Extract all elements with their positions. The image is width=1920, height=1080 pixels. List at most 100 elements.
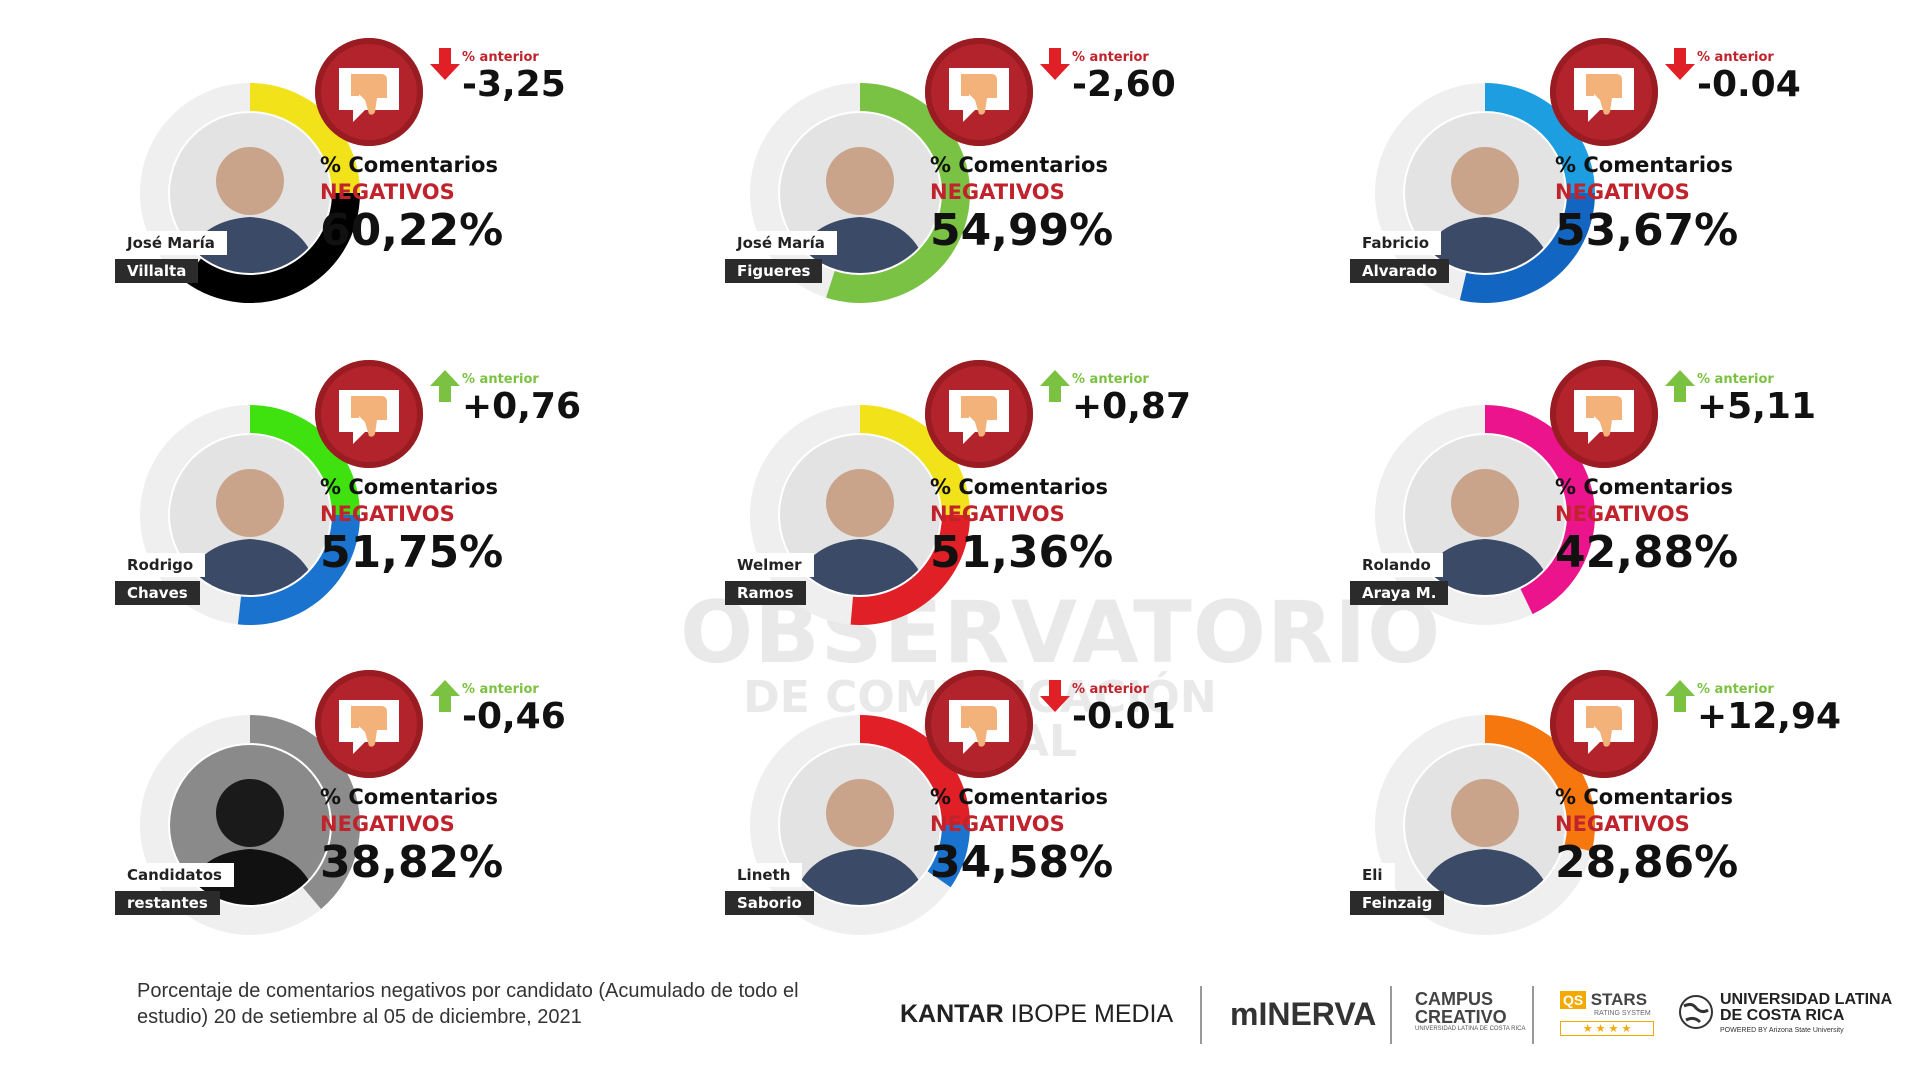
metric-label-negative: NEGATIVOS	[320, 812, 455, 836]
campus-creativo-logo: CAMPUS CREATIVO UNIVERSIDAD LATINA DE CO…	[1415, 989, 1526, 1032]
person-silhouette-icon	[181, 469, 319, 595]
thumbs-down-icon	[339, 68, 399, 122]
candidate-card: José María Figueres % anterior -2,60 % Comen…	[725, 38, 1265, 303]
arrow-up-icon	[430, 370, 460, 402]
percent-value: 38,82%	[320, 837, 504, 888]
thumbs-down-badge	[315, 360, 423, 468]
thumbs-down-icon	[1574, 390, 1634, 444]
candidate-photo	[1405, 113, 1565, 273]
donut-segment	[850, 515, 970, 625]
candidate-photo	[780, 113, 940, 273]
candidate-card: Lineth Saborio % anterior -0.01 % Comentario…	[725, 670, 1265, 935]
donut-ring	[750, 405, 970, 625]
thumbs-down-badge	[315, 38, 423, 146]
arrow-up-icon	[1665, 680, 1695, 712]
donut-ring	[750, 715, 970, 935]
metric-label-negative: NEGATIVOS	[930, 812, 1065, 836]
change-value: +5,11	[1697, 386, 1816, 427]
candidate-last-name: Chaves	[115, 581, 200, 605]
metric-label: % Comentarios	[320, 785, 498, 809]
candidate-photo	[1405, 745, 1565, 905]
previous-change-label: % anterior	[1697, 682, 1774, 697]
candidate-photo	[780, 435, 940, 595]
thumbs-down-icon	[339, 390, 399, 444]
candidate-first-name: Fabricio	[1350, 231, 1442, 255]
change-value: -0.04	[1697, 64, 1801, 105]
candidate-first-name: José María	[725, 231, 837, 255]
percent-value: 34,58%	[930, 837, 1114, 888]
metric-label-negative: NEGATIVOS	[1555, 180, 1690, 204]
thumbs-down-badge	[925, 38, 1033, 146]
change-value: -0.01	[1072, 696, 1176, 737]
thumbs-down-badge	[315, 670, 423, 778]
arrow-down-icon	[430, 48, 460, 80]
previous-change-label: % anterior	[1697, 372, 1774, 387]
donut-segment	[1485, 715, 1595, 852]
thumbs-down-icon	[949, 68, 1009, 122]
donut-segment	[927, 825, 970, 888]
donut-segment	[250, 405, 360, 515]
thumbs-down-badge	[1550, 38, 1658, 146]
previous-change-label: % anterior	[462, 372, 539, 387]
change-value: -2,60	[1072, 64, 1176, 105]
donut-ring	[1375, 405, 1595, 625]
thumbs-down-icon	[1574, 68, 1634, 122]
candidate-first-name: Welmer	[725, 553, 814, 577]
donut-segment	[1485, 405, 1595, 615]
candidate-card: Fabricio Alvarado % anterior -0.04 % Comenta…	[1350, 38, 1890, 303]
donut-segment	[1459, 193, 1595, 303]
change-value: +0,87	[1072, 386, 1191, 427]
candidate-first-name: Rodrigo	[115, 553, 206, 577]
person-silhouette-icon	[791, 779, 929, 905]
minerva-logo: mINERVA	[1230, 996, 1377, 1032]
metric-label: % Comentarios	[1555, 785, 1733, 809]
candidate-first-name: Candidatos	[115, 863, 234, 887]
candidate-last-name: Villalta	[115, 259, 199, 283]
change-value: -0,46	[462, 696, 566, 737]
person-silhouette-icon	[1416, 469, 1554, 595]
candidate-card: Rolando Araya M. % anterior +5,11 % Comentar…	[1350, 360, 1890, 625]
metric-label-negative: NEGATIVOS	[930, 502, 1065, 526]
candidate-last-name: Araya M.	[1350, 581, 1449, 605]
metric-label: % Comentarios	[1555, 153, 1733, 177]
percent-value: 51,75%	[320, 527, 504, 578]
metric-label-negative: NEGATIVOS	[320, 180, 455, 204]
chart-caption: Porcentaje de comentarios negativos por …	[137, 980, 799, 1028]
thumbs-down-icon	[949, 700, 1009, 754]
arrow-down-icon	[1040, 680, 1070, 712]
globe-icon	[1679, 995, 1713, 1029]
donut-segment	[184, 193, 360, 303]
previous-change-label: % anterior	[462, 50, 539, 65]
change-value: +0,76	[462, 386, 581, 427]
metric-label: % Comentarios	[320, 153, 498, 177]
change-value: +12,94	[1697, 696, 1842, 737]
donut-ring	[1375, 715, 1595, 935]
donut-segment	[860, 715, 970, 825]
donut-ring	[1375, 83, 1595, 303]
thumbs-down-icon	[1574, 700, 1634, 754]
person-silhouette-icon	[791, 469, 929, 595]
person-silhouette-icon	[1416, 779, 1554, 905]
previous-change-label: % anterior	[462, 682, 539, 697]
percent-value: 28,86%	[1555, 837, 1739, 888]
candidate-last-name: Ramos	[725, 581, 806, 605]
metric-label: % Comentarios	[930, 475, 1108, 499]
arrow-up-icon	[1040, 370, 1070, 402]
candidate-last-name: restantes	[115, 891, 220, 915]
person-silhouette-icon	[1416, 147, 1554, 273]
previous-change-label: % anterior	[1072, 50, 1149, 65]
donut-ring	[140, 405, 360, 625]
arrow-down-icon	[1665, 48, 1695, 80]
qs-stars-logo: QS STARS RATING SYSTEM ★ ★ ★ ★	[1560, 990, 1654, 1036]
previous-change-label: % anterior	[1072, 372, 1149, 387]
thumbs-down-icon	[949, 390, 1009, 444]
percent-value: 54,99%	[930, 205, 1114, 256]
change-value: -3,25	[462, 64, 566, 105]
candidate-card: Rodrigo Chaves % anterior +0,76 % Comentario…	[115, 360, 655, 625]
donut-segment	[826, 83, 970, 303]
metric-label: % Comentarios	[1555, 475, 1733, 499]
candidate-card: Eli Feinzaig % anterior +12,94 % Comentarios…	[1350, 670, 1890, 935]
metric-label-negative: NEGATIVOS	[320, 502, 455, 526]
percent-value: 51,36%	[930, 527, 1114, 578]
